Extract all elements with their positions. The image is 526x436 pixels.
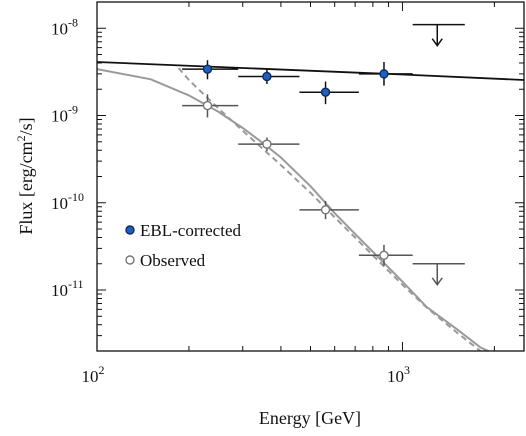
ebl-corrected-upper-limit	[412, 23, 465, 47]
marker	[379, 250, 389, 260]
marker	[262, 139, 272, 149]
observed-point	[358, 244, 413, 266]
down-arrow-icon	[431, 277, 443, 287]
fit-curves	[97, 61, 524, 351]
data-points	[182, 23, 465, 287]
down-arrow-icon	[431, 38, 443, 47]
x-tick-label: 103	[387, 363, 410, 386]
observed-fit-curve	[97, 68, 491, 351]
x-tick-label: 102	[82, 363, 105, 386]
intrinsic-fit-curve	[97, 61, 524, 81]
legend-marker	[125, 225, 135, 235]
observed-fit-alt-curve	[177, 67, 482, 351]
observed-point	[182, 94, 239, 118]
legend: EBL-corrected Observed	[125, 221, 241, 270]
marker	[262, 71, 272, 82]
marker	[379, 69, 389, 79]
legend-label: EBL-corrected	[140, 221, 241, 240]
y-tick-label: 10-10	[51, 190, 84, 213]
ebl-corrected-point	[182, 60, 239, 80]
ebl-corrected-point	[299, 81, 359, 105]
observed-upper-limit	[412, 263, 465, 287]
marker	[320, 205, 331, 215]
observed-point	[299, 200, 359, 220]
marker	[202, 64, 213, 74]
axis-ticks: 102 103 10-8 10-9 10-10 10-11	[51, 1, 524, 386]
marker	[202, 100, 213, 111]
ebl-corrected-point	[358, 62, 413, 86]
legend-marker	[125, 255, 135, 265]
x-axis-label: Energy [GeV]	[259, 408, 361, 428]
marker	[320, 87, 331, 97]
legend-label: Observed	[140, 251, 206, 270]
y-tick-label: 10-9	[51, 103, 78, 126]
observed-point	[238, 137, 300, 152]
y-tick-label: 10-8	[51, 15, 78, 38]
plot-frame	[96, 1, 525, 352]
ebl-corrected-point	[238, 69, 300, 84]
y-tick-label: 10-11	[51, 277, 84, 300]
y-axis-label: Flux [erg/cm2/s]	[14, 117, 36, 234]
